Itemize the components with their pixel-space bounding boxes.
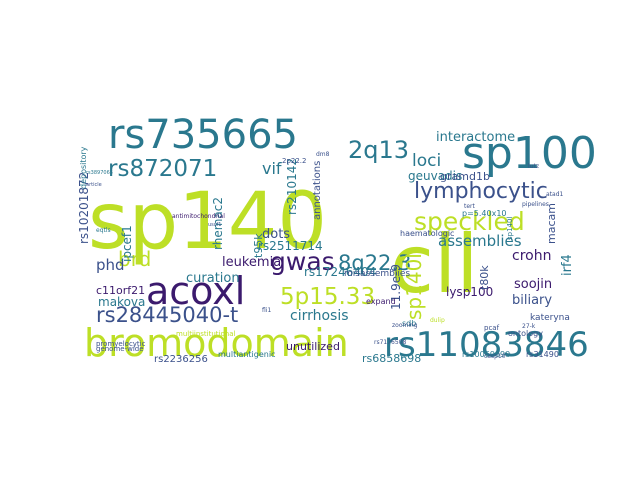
cloud-word: vif	[262, 159, 282, 178]
cloud-word: t80k	[478, 265, 491, 290]
cloud-word: 2q13	[348, 136, 409, 164]
cloud-word: antimitochondrial	[172, 213, 225, 220]
cloud-word: sp100	[462, 128, 597, 179]
cloud-word: unutilized	[286, 340, 340, 353]
cloud-word: sp140	[88, 177, 327, 267]
cloud-word: acoxl	[146, 269, 245, 313]
cloud-word: expand	[366, 297, 396, 306]
cloud-word: 27-k	[522, 323, 536, 330]
cloud-word: biliary	[512, 293, 552, 308]
cloud-word: rs735665	[108, 112, 298, 158]
cloud-word: sdb	[402, 319, 416, 328]
cloud-word: dots	[262, 227, 290, 242]
cloud-word: phd	[96, 256, 125, 274]
cloud-word: pcaf	[484, 324, 500, 332]
cloud-word: rs872071	[108, 156, 217, 182]
cloud-word: promyelocytic	[96, 340, 146, 348]
cloud-word: c11orf21	[96, 284, 145, 297]
cloud-word: depository	[79, 146, 88, 189]
cloud-word: rs210142	[285, 158, 299, 215]
cloud-word: macam	[545, 203, 558, 244]
cloud-word: speckled	[414, 207, 525, 236]
cloud-word: misassemblies	[344, 269, 410, 279]
cloud-word: t95k	[252, 233, 265, 258]
word-group: sp140 cll rs735665 sp100 bromodomain acoxl rs1…	[77, 112, 597, 365]
cloud-word: curation	[186, 271, 240, 286]
cloud-word: rs17246404	[304, 265, 376, 279]
cloud-word: 11.9e-9	[389, 264, 403, 310]
cloud-word: ipcef1	[120, 225, 134, 262]
cloud-word: brd	[118, 247, 151, 271]
cloud-word: makova	[98, 295, 145, 309]
cloud-word: casp10	[484, 353, 506, 360]
cloud-word: annotations	[312, 161, 323, 220]
cloud-word: kateryna	[530, 313, 570, 323]
cloud-word: dm8	[316, 151, 330, 158]
cloud-word: leukemia	[222, 255, 281, 270]
cloud-word: rhemac2	[211, 197, 225, 250]
cloud-word: rs10069690	[462, 350, 510, 359]
cloud-word: rs11083846	[384, 325, 589, 365]
cloud-word: uscf1	[208, 222, 221, 228]
cloud-word: cirrhosis	[290, 308, 349, 324]
cloud-word: fli1	[262, 307, 271, 314]
cloud-word: sp140l	[506, 217, 514, 240]
cloud-word: soojin	[514, 277, 552, 292]
cloud-word: eqtls	[96, 227, 111, 234]
cloud-word: lysp100	[446, 285, 493, 299]
cloud-word: interactome	[436, 130, 515, 145]
cloud-word: multiinstitutional	[176, 330, 235, 338]
cloud-word: rs2236256	[154, 354, 208, 365]
cloud-word: rs3897065	[86, 170, 113, 176]
cloud-word: assemblies	[438, 232, 522, 250]
cloud-word: dulip	[430, 317, 445, 324]
cloud-word: rs6858698	[362, 352, 421, 365]
cloud-word: rs10201872	[77, 172, 91, 244]
cloud-word: genome-wide	[96, 345, 144, 353]
cloud-word: multiantigenic	[218, 350, 275, 359]
cloud-word: rs28445040-t	[96, 303, 238, 327]
cloud-word: 8q22.3	[338, 251, 411, 275]
cloud-word: loci	[412, 151, 441, 171]
cloud-word: p=5.40x10	[462, 209, 507, 218]
cloud-word: lymphocytic	[414, 179, 548, 204]
cloud-word: crohn	[512, 248, 551, 264]
cloud-word: lutz	[528, 163, 539, 170]
cloud-word: tert	[464, 203, 476, 210]
cloud-word: zooming	[392, 322, 418, 329]
cloud-word: 2p22.2	[282, 157, 306, 165]
cloud-word: rs2511714	[258, 239, 323, 253]
cloud-word: pipelines	[522, 201, 549, 208]
cloud-word: irf4	[560, 254, 575, 276]
cloud-word: 5p15.33	[280, 284, 375, 310]
cloud-word: bromodomain	[84, 321, 349, 365]
cloud-word: rs7176508	[374, 339, 406, 346]
cloud-word: geuvadis	[408, 169, 462, 183]
cloud-word: atad1	[546, 191, 564, 198]
cloud-word: ontology	[508, 329, 543, 338]
cloud-word: rs31490	[526, 350, 559, 359]
cloud-canvas	[80, 120, 560, 360]
cloud-word: sp140l	[402, 253, 426, 320]
cloud-word: haematologic	[400, 229, 454, 238]
cloud-word: cll	[390, 218, 478, 311]
cloud-word: gwas	[270, 247, 335, 276]
cloud-word: gramd1b	[440, 170, 490, 183]
cloud-word: article	[86, 182, 102, 188]
